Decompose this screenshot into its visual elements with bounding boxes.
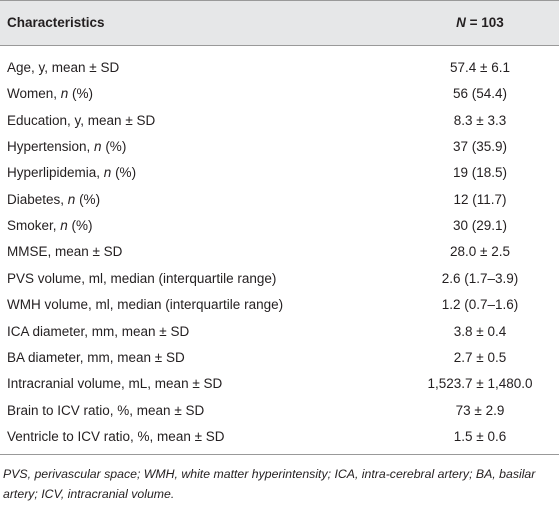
row-label: Smoker, n (%) [7, 213, 93, 239]
row-label-run: (%) [67, 218, 93, 234]
row-label-run: n [67, 191, 76, 207]
bottom-rule [0, 454, 559, 455]
table-row: MMSE, mean ± SD 28.0 ± 2.5 [0, 239, 559, 265]
row-label-run: Smoker, [7, 218, 61, 234]
row-label-run: Women, [7, 86, 61, 102]
row-label: Women, n (%) [7, 81, 93, 107]
table-row: ICA diameter, mm, mean ± SD 3.8 ± 0.4 [0, 319, 559, 345]
header-value: N = 103 [410, 1, 550, 45]
table-row: BA diameter, mm, mean ± SD 2.7 ± 0.5 [0, 345, 559, 371]
table-row: Intracranial volume, mL, mean ± SD 1,523.… [0, 371, 559, 397]
row-label-run: n [103, 165, 112, 181]
footnote: PVS, perivascular space; WMH, white matt… [3, 467, 536, 501]
row-label-run: Diabetes, [7, 191, 68, 207]
row-value: 1.5 ± 0.6 [453, 428, 507, 444]
row-value: 8.3 ± 3.3 [453, 112, 507, 128]
row-label-run: (%) [101, 139, 127, 155]
table-row: Women, n (%) 56 (54.4) [0, 81, 559, 107]
table-row: Diabetes, n (%) 12 (11.7) [0, 187, 559, 213]
table-row: Smoker, n (%) 30 (29.1) [0, 213, 559, 239]
header-row: Characteristics N = 103 [0, 0, 559, 46]
row-label-run: Hypertension, [7, 139, 95, 155]
row-value: 2.7 ± 0.5 [453, 349, 507, 365]
row-value: 2.6 (1.7–3.9) [441, 270, 519, 286]
table-row: Brain to ICV ratio, %, mean ± SD 73 ± 2.9 [0, 398, 559, 424]
row-value: 3.8 ± 0.4 [453, 323, 507, 339]
row-label: Brain to ICV ratio, %, mean ± SD [7, 402, 205, 418]
row-label: Ventricle to ICV ratio, %, mean ± SD [7, 428, 225, 444]
row-value: 57.4 ± 6.1 [450, 60, 510, 75]
row-label: Hyperlipidemia, n (%) [7, 160, 136, 186]
row-label: Hypertension, n (%) [7, 134, 126, 160]
row-label-run: n [60, 218, 68, 234]
header-value-run: N [456, 15, 466, 30]
row-value: 56 (54.4) [452, 86, 508, 102]
row-label-run: Hyperlipidemia, [7, 165, 104, 181]
row-value: 37 (35.9) [452, 139, 508, 155]
row-value: 1.2 (0.7–1.6) [441, 297, 519, 313]
row-label: Intracranial volume, mL, mean ± SD [7, 376, 223, 392]
row-label-run: n [60, 86, 69, 102]
row-label: WMH volume, ml, median (interquartile ra… [7, 297, 284, 313]
table-row: Age, y, mean ± SD 57.4 ± 6.1 [0, 55, 559, 81]
row-value: 30 (29.1) [452, 218, 508, 234]
row-value: 19 (18.5) [452, 165, 508, 181]
table-row: Hypertension, n (%) 37 (35.9) [0, 134, 559, 160]
row-label-run: (%) [111, 165, 137, 181]
table-row: Ventricle to ICV ratio, %, mean ± SD 1.5 … [0, 424, 559, 450]
row-label-run: (%) [68, 86, 94, 102]
row-label: ICA diameter, mm, mean ± SD [7, 323, 190, 339]
row-label-run: (%) [75, 191, 101, 207]
header-value-run: = 103 [465, 15, 504, 30]
row-label: PVS volume, ml, median (interquartile ra… [7, 270, 277, 286]
header-label: Characteristics [7, 15, 105, 30]
row-label: Age, y, mean ± SD [7, 60, 120, 75]
table-row: WMH volume, ml, median (interquartile ra… [0, 292, 559, 318]
row-value: 1,523.7 ± 1,480.0 [427, 376, 533, 392]
table-row: Hyperlipidemia, n (%) 19 (18.5) [0, 160, 559, 186]
table-row: PVS volume, ml, median (interquartile ra… [0, 266, 559, 292]
row-value: 12 (11.7) [453, 191, 507, 207]
row-value: 73 ± 2.9 [455, 402, 505, 418]
row-value: 28.0 ± 2.5 [450, 244, 510, 260]
row-label: Education, y, mean ± SD [7, 112, 156, 128]
row-label: BA diameter, mm, mean ± SD [7, 349, 185, 365]
row-label: MMSE, mean ± SD [7, 244, 123, 260]
row-label-run: n [94, 139, 102, 155]
row-label: Diabetes, n (%) [7, 187, 100, 213]
table-row: Education, y, mean ± SD 8.3 ± 3.3 [0, 108, 559, 134]
